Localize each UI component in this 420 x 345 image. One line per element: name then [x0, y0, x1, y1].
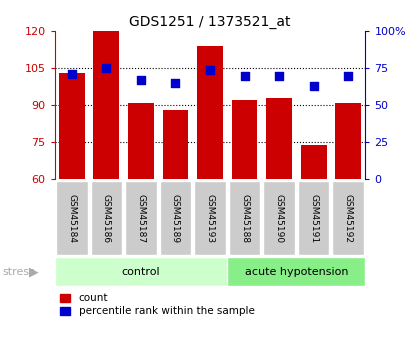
- Point: [241, 73, 248, 78]
- Text: GSM45190: GSM45190: [275, 194, 284, 243]
- Point: [138, 77, 144, 83]
- Legend: count, percentile rank within the sample: count, percentile rank within the sample: [60, 293, 255, 316]
- Bar: [194, 181, 226, 255]
- Point: [345, 73, 352, 78]
- Title: GDS1251 / 1373521_at: GDS1251 / 1373521_at: [129, 14, 291, 29]
- Text: GSM45187: GSM45187: [136, 194, 145, 243]
- Bar: [266, 98, 292, 179]
- Text: stress: stress: [2, 267, 35, 277]
- Bar: [160, 181, 192, 255]
- Bar: [56, 181, 88, 255]
- Text: GSM45184: GSM45184: [67, 194, 76, 243]
- Bar: [197, 46, 223, 179]
- Bar: [125, 181, 157, 255]
- Text: GSM45188: GSM45188: [240, 194, 249, 243]
- Point: [103, 66, 110, 71]
- Bar: [231, 100, 257, 179]
- Bar: [335, 103, 361, 179]
- Point: [68, 71, 75, 77]
- Text: GSM45191: GSM45191: [309, 194, 318, 243]
- Text: acute hypotension: acute hypotension: [244, 267, 348, 277]
- Bar: [55, 257, 227, 286]
- Text: GSM45192: GSM45192: [344, 194, 353, 243]
- Bar: [128, 103, 154, 179]
- Text: ▶: ▶: [29, 265, 39, 278]
- Text: GSM45189: GSM45189: [171, 194, 180, 243]
- Bar: [298, 181, 329, 255]
- Point: [207, 67, 213, 72]
- Point: [310, 83, 317, 89]
- Bar: [93, 31, 119, 179]
- Bar: [263, 181, 295, 255]
- Point: [172, 80, 179, 86]
- Text: control: control: [122, 267, 160, 277]
- Text: GSM45193: GSM45193: [205, 194, 215, 243]
- Bar: [301, 145, 326, 179]
- Bar: [59, 73, 85, 179]
- Bar: [227, 257, 365, 286]
- Bar: [228, 181, 260, 255]
- Point: [276, 73, 282, 78]
- Bar: [332, 181, 364, 255]
- Text: GSM45186: GSM45186: [102, 194, 111, 243]
- Bar: [91, 181, 122, 255]
- Bar: [163, 110, 189, 179]
